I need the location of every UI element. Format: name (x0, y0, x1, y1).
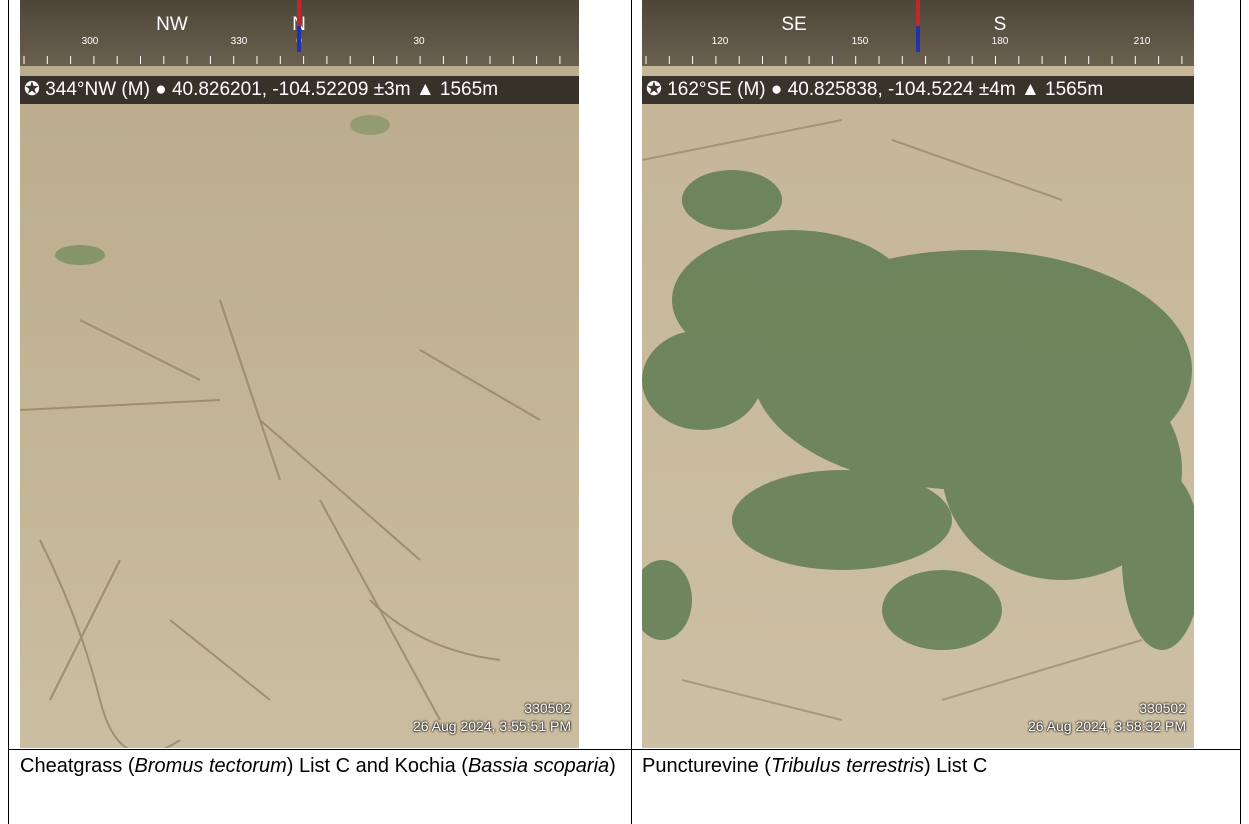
photo: SE S 120 150 180 210 ✪ 162°SE (M) ● 40.8… (642, 0, 1194, 748)
compass-degree: 30 (413, 36, 424, 47)
caption-text: ) List C (924, 755, 987, 777)
caption-text: Cheatgrass ( (20, 755, 135, 777)
species-name: Bromus tectorum (135, 755, 287, 777)
table-border (1240, 0, 1241, 824)
table-border (8, 749, 1241, 750)
stamp-id: 330502 (1139, 700, 1186, 716)
page: NW N 300 330 0 30 ✪ 344°NW (M) ● 40.8262… (0, 0, 1249, 824)
species-name: Bassia scoparia (468, 755, 609, 777)
compass-label: S (994, 14, 1007, 36)
caption-text: ) List C and Kochia ( (287, 755, 468, 777)
stamp-time: 26 Aug 2024, 3:55:51 PM (413, 718, 571, 734)
table-border (8, 0, 9, 824)
caption: Puncturevine (Tribulus terrestris) List … (642, 754, 1232, 779)
caption-text: Puncturevine ( (642, 755, 771, 777)
photo-image (20, 0, 579, 748)
stamp-id: 330502 (524, 700, 571, 716)
species-name: Tribulus terrestris (771, 755, 924, 777)
compass-degree: 210 (1134, 36, 1151, 47)
compass-label: SE (781, 14, 806, 36)
gps-info: ✪ 344°NW (M) ● 40.826201, -104.52209 ±3m… (20, 76, 579, 104)
compass-degree: 180 (992, 36, 1009, 47)
compass-needle (297, 0, 301, 52)
table-border (631, 0, 632, 824)
caption: Cheatgrass (Bromus tectorum) List C and … (20, 754, 620, 779)
photo-image (642, 0, 1194, 748)
gps-info: ✪ 162°SE (M) ● 40.825838, -104.5224 ±4m … (642, 76, 1194, 104)
caption-text: ) (609, 755, 616, 777)
compass-degree: 330 (231, 36, 248, 47)
compass-degree: 120 (712, 36, 729, 47)
stamp-time: 26 Aug 2024, 3:58:32 PM (1028, 718, 1186, 734)
compass-degree: 300 (82, 36, 99, 47)
compass-degree: 150 (852, 36, 869, 47)
compass-needle (916, 0, 920, 52)
compass-label: NW (156, 14, 188, 36)
photo: NW N 300 330 0 30 ✪ 344°NW (M) ● 40.8262… (20, 0, 579, 748)
